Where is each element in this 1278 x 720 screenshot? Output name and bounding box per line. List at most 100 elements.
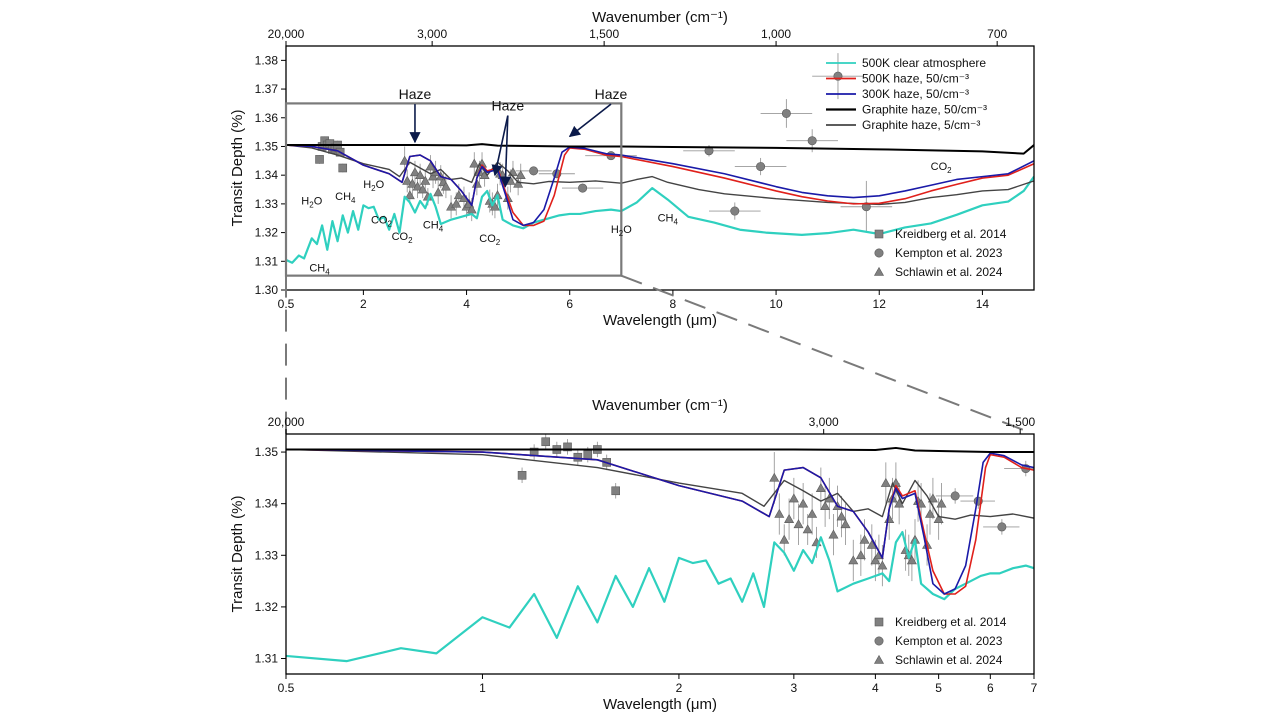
schlawin-point [798,498,809,508]
molecule-label: CO2 [371,214,393,228]
top-tick-label: 700 [987,27,1007,41]
y-tick-label: 1.37 [255,82,279,96]
kreidberg-point [517,470,527,480]
x-tick-label: 0.5 [278,681,295,695]
x-tick-label: 7 [1031,681,1038,695]
schlawin-point [807,508,818,518]
schlawin-point [866,539,877,549]
y-tick-label: 1.33 [255,197,279,211]
molecule-label: CH4 [335,191,356,205]
y-tick-label: 1.34 [255,497,279,511]
top-tick-label: 1,500 [589,27,619,41]
kreidberg-point [338,163,348,173]
schlawin-point [859,534,870,544]
schlawin-point [471,178,482,188]
top-tick-label: 3,000 [417,27,447,41]
top-tick-label: 20,000 [268,27,305,41]
zoom-connector-lines [285,274,1035,435]
kreidberg-point [611,486,620,496]
series-line-clear [286,175,1034,264]
kempton-point [529,166,539,176]
legend-label: 300K haze, 50/cm⁻³ [862,87,969,101]
schlawin-point [820,501,831,511]
legend-label: Kempton et al. 2023 [895,246,1003,260]
schlawin-point [407,178,418,188]
molecule-label: CH4 [423,219,444,233]
schlawin-point [469,158,480,168]
top-tick-label: 1,000 [761,27,791,41]
schlawin-point [840,519,851,529]
series-line-haze300 [286,448,1034,595]
legend-label: Kempton et al. 2023 [895,634,1003,648]
legend-marker [874,248,884,258]
schlawin-point [774,508,785,518]
schlawin-point [870,555,881,565]
haze-annotation-label: Haze [491,98,524,114]
molecule-label: H2O [363,179,384,193]
kempton-point [781,108,791,118]
legend-marker [873,654,885,664]
top-axis-title: Wavenumber (cm⁻¹) [592,9,728,26]
kreidberg-point [583,450,593,459]
schlawin-point [399,155,410,165]
schlawin-point [828,529,839,539]
schlawin-point [855,550,866,560]
series-line-haze500 [286,448,1034,595]
haze-arrow [500,115,512,188]
schlawin-point [515,170,526,179]
x-tick-label: 12 [873,297,887,311]
legend-label: Schlawin et al. 2024 [895,265,1003,279]
schlawin-point [769,472,780,482]
top-tick-label: 1,500 [1005,415,1035,429]
legend-label: 500K clear atmosphere [862,56,986,70]
error-bars [521,434,1034,587]
schlawin-point [784,514,795,523]
zoom-region-box [284,102,623,277]
y-tick-label: 1.34 [255,168,279,182]
x-tick-label: 8 [670,297,677,311]
kreidberg-point [563,442,572,452]
kempton-point [756,162,766,172]
legend-label: Kreidberg et al. 2014 [895,615,1007,629]
y-tick-label: 1.33 [255,548,279,562]
top-chart-panel: 0.5 2 4 6 8 10 12 14 20,000 3,000 1,500 1,000 700 1.3… [229,9,1035,329]
top-axis-title: Wavenumber (cm⁻¹) [592,397,728,414]
schlawin-point [936,498,947,508]
kempton-point [807,136,817,146]
schlawin-point [906,555,917,565]
schlawin-point [451,198,462,208]
top-tick-label: 20,000 [268,415,305,429]
schlawin-point [924,508,936,518]
legend-label: Schlawin et al. 2024 [895,653,1003,667]
schlawin-point [836,511,847,521]
x-tick-label: 0.5 [278,297,295,311]
y-tick-label: 1.30 [255,283,279,297]
y-tick-label: 1.31 [255,254,279,268]
data-legend: Kreidberg et al. 2014 Kempton et al. 2023… [873,227,1007,279]
molecule-label: CO2 [479,233,501,247]
schlawin-point [848,555,859,565]
schlawin-point [877,560,888,570]
x-tick-label: 14 [976,297,990,311]
kempton-point [950,491,960,501]
x-tick-label: 2 [360,297,367,311]
series-line-graphite50 [286,446,1034,454]
haze-arrow [491,115,509,177]
series-line-haze300 [286,144,1034,227]
kreidberg-point [541,437,551,447]
schlawin-point [415,170,426,179]
x-axis-title: Wavelength (μm) [603,696,717,713]
top-tick-label: 3,000 [809,415,839,429]
x-tick-label: 10 [769,297,783,311]
schlawin-point [402,175,413,185]
legend-label: Graphite haze, 5/cm⁻³ [862,118,980,132]
y-tick-label: 1.32 [255,600,279,614]
y-tick-label: 1.31 [255,652,279,666]
x-tick-label: 3 [791,681,798,695]
schlawin-point [793,519,804,529]
molecule-label: CH4 [658,213,679,227]
molecule-label: H2O [301,195,322,209]
legend-label: Kreidberg et al. 2014 [895,227,1007,241]
kempton-point [997,522,1007,532]
